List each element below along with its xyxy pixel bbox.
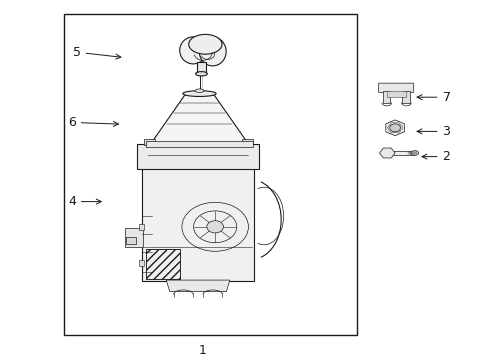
Bar — [386, 151, 413, 155]
Bar — [126, 237, 136, 244]
Text: 6: 6 — [68, 116, 118, 129]
Text: 1: 1 — [199, 345, 206, 357]
Ellipse shape — [410, 151, 418, 156]
Text: 3: 3 — [416, 125, 449, 138]
Ellipse shape — [195, 72, 207, 76]
Bar — [145, 249, 180, 279]
Bar — [139, 224, 144, 230]
Bar — [137, 144, 259, 169]
Bar — [145, 249, 180, 279]
Text: 5: 5 — [73, 46, 121, 59]
Ellipse shape — [199, 37, 225, 66]
Bar — [142, 146, 254, 281]
Ellipse shape — [183, 91, 216, 96]
Bar — [196, 62, 206, 72]
Circle shape — [389, 124, 400, 132]
Polygon shape — [166, 280, 229, 292]
Bar — [124, 228, 143, 247]
Bar — [145, 141, 253, 147]
Text: 2: 2 — [421, 150, 449, 163]
Text: 7: 7 — [416, 91, 449, 104]
FancyBboxPatch shape — [378, 83, 413, 93]
Polygon shape — [150, 94, 248, 144]
Ellipse shape — [188, 34, 222, 54]
Text: 4: 4 — [68, 195, 101, 208]
Bar — [63, 14, 356, 335]
Circle shape — [206, 221, 223, 233]
Bar — [382, 91, 389, 103]
FancyBboxPatch shape — [386, 91, 406, 98]
Bar — [402, 91, 409, 103]
Ellipse shape — [195, 89, 203, 93]
Ellipse shape — [180, 37, 206, 64]
Bar — [139, 260, 144, 266]
Bar — [144, 139, 155, 145]
Bar — [242, 139, 252, 145]
